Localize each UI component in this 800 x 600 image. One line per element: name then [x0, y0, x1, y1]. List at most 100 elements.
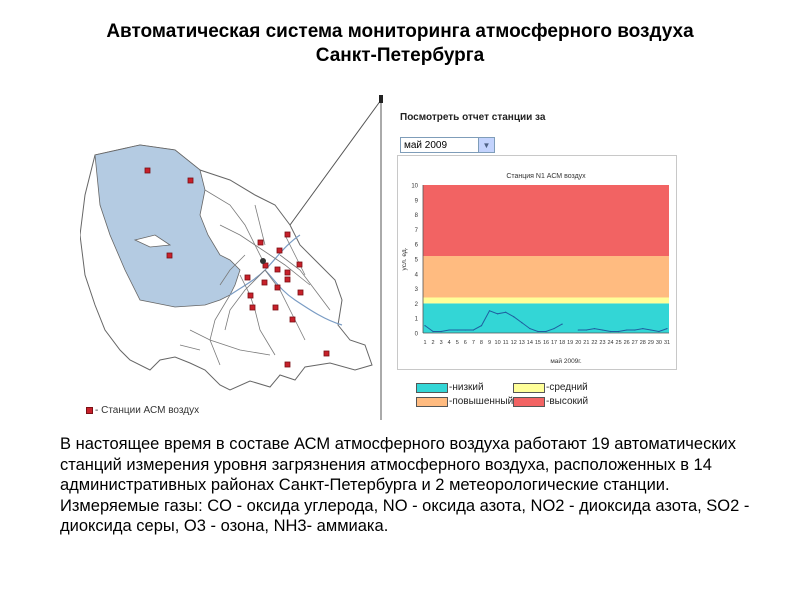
x-tick-label: 8	[480, 340, 483, 346]
x-tick-label: 11	[503, 340, 509, 346]
x-tick-label: 14	[527, 340, 533, 346]
data-point	[456, 329, 458, 331]
band-0	[423, 303, 669, 333]
selected-station[interactable]	[260, 258, 266, 264]
legend-swatch	[513, 382, 545, 393]
legend-item: -средний	[513, 382, 588, 393]
x-tick-label: 28	[640, 340, 646, 346]
x-tick-label: 22	[591, 340, 597, 346]
data-point	[601, 329, 604, 331]
data-point	[513, 316, 515, 318]
y-tick-label: 8	[415, 213, 419, 219]
data-point	[537, 330, 539, 333]
x-tick-label: 20	[575, 340, 581, 346]
y-tick-label: 4	[415, 272, 419, 278]
legend-item: -высокий	[513, 396, 588, 407]
x-tick-label: 13	[519, 340, 525, 346]
x-tick-label: 31	[664, 340, 670, 346]
data-point	[424, 325, 426, 327]
x-tick-label: 15	[535, 340, 541, 346]
data-point	[585, 329, 587, 331]
data-point	[497, 313, 499, 315]
x-tick-label: 3	[440, 340, 443, 346]
x-tick-label: 4	[448, 340, 451, 346]
x-tick-label: 23	[599, 340, 605, 346]
legend-swatch	[416, 396, 448, 407]
x-tick-label: 17	[551, 340, 557, 346]
data-point	[553, 327, 555, 330]
x-tick-label: 12	[511, 340, 517, 346]
x-tick-label: 5	[456, 340, 459, 346]
description: В настоящее время в составе АСМ атмосфер…	[60, 434, 750, 537]
station-markers	[144, 167, 330, 368]
report-label: Посмотреть отчет станции за	[400, 112, 546, 123]
y-tick-label: 7	[415, 228, 419, 234]
data-point	[521, 322, 523, 324]
chevron-down-icon[interactable]: ▼	[478, 138, 494, 152]
map-legend: - Станции АСМ воздух	[86, 405, 199, 416]
y-axis-label: усл. ед.	[401, 247, 408, 270]
x-axis-label: май 2009г.	[550, 357, 582, 365]
legend-swatch	[513, 396, 545, 407]
band-1	[423, 297, 669, 304]
x-tick-label: 25	[616, 340, 622, 346]
legend-label: -низкий	[449, 382, 484, 393]
data-point	[609, 330, 612, 333]
data-point	[642, 327, 644, 330]
data-point	[464, 329, 466, 331]
x-tick-label: 30	[656, 340, 662, 346]
legend-swatch	[416, 382, 448, 393]
x-tick-label: 18	[559, 340, 565, 346]
legend-label: -средний	[546, 382, 588, 393]
x-tick-label: 19	[567, 340, 573, 346]
data-point	[634, 329, 636, 331]
y-tick-label: 2	[415, 302, 419, 308]
series-line-0	[424, 310, 668, 333]
x-tick-label: 9	[488, 340, 491, 346]
band-3	[423, 185, 669, 257]
map-legend-text: - Станции АСМ воздух	[95, 405, 200, 416]
legend-label: -повышенный	[449, 396, 514, 407]
data-point	[666, 327, 668, 330]
x-tick-label: 21	[583, 340, 589, 346]
x-tick-label: 6	[464, 340, 467, 346]
data-point	[472, 329, 474, 331]
y-tick-label: 3	[415, 287, 419, 293]
chart-title: Станция N1 АСМ воздух	[506, 173, 586, 180]
month-select[interactable]: май 2009 ▼	[400, 137, 495, 153]
data-point	[440, 330, 442, 333]
x-tick-label: 2	[432, 340, 435, 346]
x-tick-label: 16	[543, 340, 549, 346]
title-line-2: Санкт-Петербурга	[315, 45, 485, 66]
title-line-1: Автоматическая система мониторинга атмос…	[106, 21, 694, 42]
x-tick-label: 10	[495, 340, 501, 346]
y-tick-label: 0	[415, 332, 419, 338]
band-2	[423, 256, 669, 298]
x-tick-label: 7	[472, 340, 475, 346]
x-tick-label: 26	[624, 340, 630, 346]
x-tick-label: 27	[632, 340, 638, 346]
station-marker-icon	[86, 407, 93, 414]
data-point	[545, 330, 547, 333]
data-point	[577, 329, 579, 331]
data-point	[448, 329, 450, 331]
y-tick-label: 5	[415, 258, 419, 264]
y-tick-label: 10	[411, 184, 418, 190]
y-tick-label: 6	[415, 243, 419, 249]
x-tick-label: 29	[648, 340, 654, 346]
data-point	[618, 330, 620, 333]
data-point	[650, 329, 652, 331]
data-point	[505, 311, 507, 313]
data-point	[529, 327, 531, 330]
y-tick-label: 1	[415, 317, 419, 323]
data-point	[626, 329, 628, 331]
kotlin-island	[133, 234, 172, 248]
legend-item: -низкий	[416, 382, 484, 393]
data-point	[432, 330, 434, 333]
data-point	[480, 325, 483, 327]
y-tick-label: 9	[415, 198, 419, 204]
data-point	[488, 310, 491, 312]
city-map	[80, 144, 373, 391]
description-paragraph-2: Измеряемые газы: CO - оксида углерода, N…	[60, 496, 750, 536]
